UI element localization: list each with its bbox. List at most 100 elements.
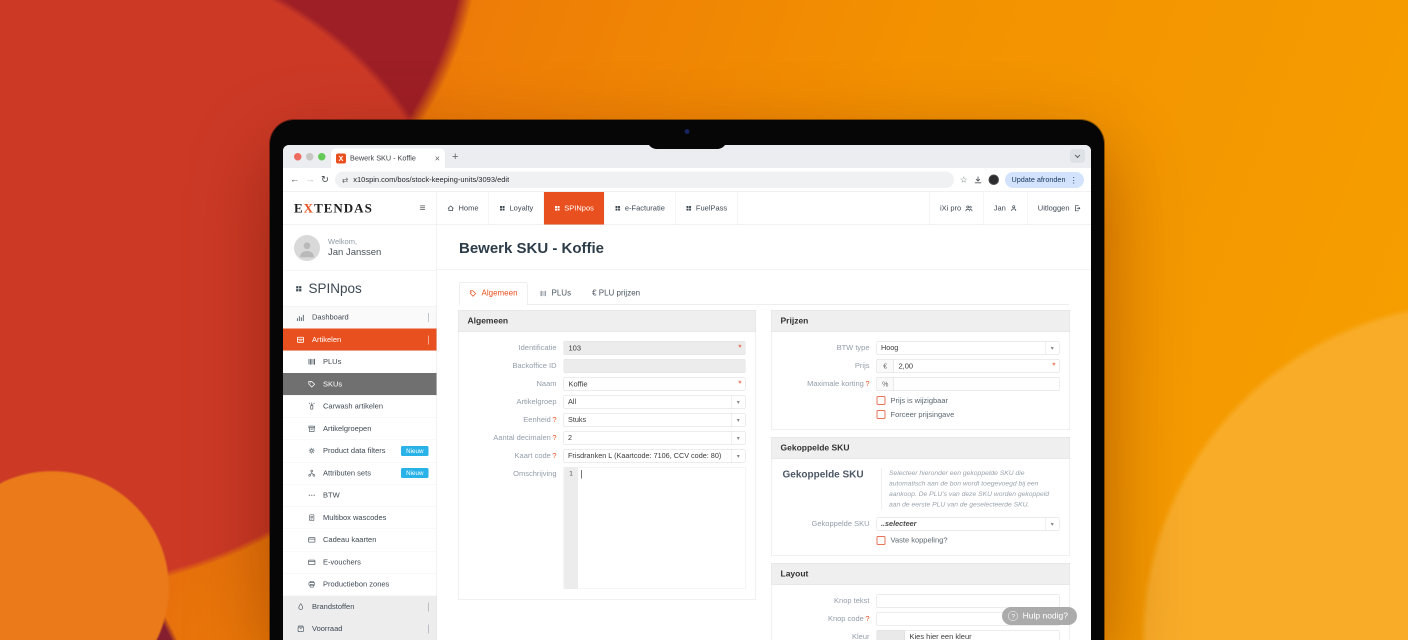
new-tab-button[interactable]: + bbox=[452, 150, 459, 163]
forceer-prijsingave-checkbox[interactable] bbox=[876, 410, 886, 419]
tab-close-icon[interactable]: × bbox=[434, 153, 440, 164]
zoom-window-button[interactable] bbox=[318, 152, 326, 161]
sidebar-item-plus[interactable]: PLUs bbox=[283, 350, 437, 373]
barcode-icon bbox=[308, 358, 315, 365]
sidebar-item-brandstoffen[interactable]: Brandstoffen bbox=[283, 595, 437, 618]
nav-home[interactable]: Home bbox=[437, 192, 490, 225]
field-label: Gekoppelde SKU bbox=[811, 519, 870, 528]
sidebar-item-cadeau-kaarten[interactable]: Cadeau kaarten bbox=[283, 528, 437, 551]
panel-title: Layout bbox=[771, 563, 1070, 585]
omschrijving-editor[interactable]: 1 bbox=[563, 467, 746, 589]
nav-logout[interactable]: Uitloggen bbox=[1027, 192, 1091, 225]
prijs-input[interactable] bbox=[893, 359, 1060, 373]
laptop-screen: X Bewerk SKU - Koffie × + ← → ↻ ⇄ x10spi… bbox=[283, 145, 1091, 640]
nav-user-jan[interactable]: Jan bbox=[983, 192, 1027, 225]
welcome-block: Welkom, Jan Janssen bbox=[283, 225, 437, 271]
minimize-window-button[interactable] bbox=[306, 152, 314, 161]
btw-type-select[interactable]: Hoog ▾ bbox=[876, 341, 1060, 355]
maximale-korting-input[interactable] bbox=[893, 377, 1060, 391]
select-caret-icon: ▾ bbox=[1045, 341, 1059, 355]
nav-spinpos[interactable]: SPINpos bbox=[543, 192, 605, 225]
kaartcode-select[interactable]: Frisdranken L (Kaartcode: 7106, CCV code… bbox=[563, 449, 746, 463]
gear-icon bbox=[308, 447, 315, 454]
user-name: Jan Janssen bbox=[328, 247, 382, 258]
nav-efacturatie[interactable]: e-Facturatie bbox=[604, 192, 676, 225]
favicon: X bbox=[336, 153, 346, 164]
tab-algemeen[interactable]: Algemeen bbox=[459, 282, 528, 305]
sidebar-item-btw[interactable]: BTW bbox=[283, 484, 437, 507]
naam-input[interactable] bbox=[563, 377, 746, 391]
form-row: Kleur bbox=[782, 629, 1060, 640]
nav-spacer bbox=[738, 192, 930, 225]
nav-label: SPINpos bbox=[564, 204, 594, 213]
knop-tekst-input[interactable] bbox=[876, 593, 1060, 608]
address-bar[interactable]: ⇄ x10spin.com/bos/stock-keeping-units/30… bbox=[334, 171, 954, 188]
help-marker: ? bbox=[552, 415, 557, 425]
vaste-koppeling-checkbox[interactable] bbox=[876, 535, 886, 545]
site-info-icon[interactable]: ⇄ bbox=[341, 175, 349, 185]
sidebar-item-carwash[interactable]: Carwash artikelen bbox=[283, 395, 437, 418]
extension-icon[interactable] bbox=[988, 174, 999, 185]
nav-label: FuelPass bbox=[695, 204, 728, 213]
nav-loyalty[interactable]: Loyalty bbox=[489, 192, 544, 225]
editor-content[interactable] bbox=[578, 467, 745, 589]
close-window-button[interactable] bbox=[294, 152, 302, 161]
sidebar-item-dashboard[interactable]: Dashboard bbox=[283, 306, 437, 329]
decimalen-select[interactable]: 2 ▾ bbox=[563, 431, 746, 445]
sidebar-item-multibox-wascodes[interactable]: Multibox wascodes bbox=[283, 506, 437, 529]
help-button[interactable]: ? Hulp nodig? bbox=[1002, 607, 1077, 625]
chevron-left-icon bbox=[428, 335, 429, 345]
nav-label: iXi pro bbox=[939, 204, 962, 213]
sidebar-item-artikelen[interactable]: Artikelen bbox=[283, 328, 437, 351]
sidebar-item-product-data-filters[interactable]: Product data filters Nieuw bbox=[283, 439, 437, 462]
sidebar-item-voorraad[interactable]: Voorraad bbox=[283, 617, 437, 640]
bookmark-star-icon[interactable]: ☆ bbox=[959, 174, 968, 185]
form-row: Maximale korting? % bbox=[782, 377, 1060, 391]
hamburger-icon[interactable]: ≡ bbox=[419, 202, 426, 214]
field-label: Maximale korting bbox=[807, 379, 864, 389]
sidebar-item-attributen-sets[interactable]: Attributen sets Nieuw bbox=[283, 461, 437, 484]
kleur-input[interactable] bbox=[904, 629, 1060, 640]
select-caret-icon: ▾ bbox=[731, 395, 745, 409]
sidebar-item-artikelgroepen[interactable]: Artikelgroepen bbox=[283, 417, 437, 440]
select-caret-icon: ▾ bbox=[1045, 517, 1059, 531]
users-icon bbox=[965, 205, 973, 212]
archive-icon bbox=[308, 425, 315, 432]
person-icon bbox=[300, 242, 314, 258]
back-icon[interactable]: ← bbox=[290, 174, 300, 185]
grid-icon bbox=[296, 285, 302, 292]
nav-fuelpass[interactable]: FuelPass bbox=[675, 192, 738, 225]
field-label: BTW type bbox=[836, 343, 870, 353]
eenheid-select[interactable]: Stuks ▾ bbox=[563, 413, 746, 427]
nav-label: Home bbox=[458, 204, 479, 213]
grid-icon bbox=[554, 206, 560, 211]
update-label: Update afronden bbox=[1011, 175, 1066, 184]
kebab-menu-icon[interactable]: ⋮ bbox=[1070, 175, 1078, 185]
printer-icon bbox=[308, 581, 315, 588]
tag-icon bbox=[308, 380, 315, 388]
percent-prefix: % bbox=[876, 377, 894, 391]
sidebar-item-skus[interactable]: SKUs bbox=[283, 372, 437, 395]
sidebar-item-evouchers[interactable]: E-vouchers bbox=[283, 550, 437, 573]
chevron-down-icon bbox=[428, 624, 429, 634]
color-swatch[interactable] bbox=[876, 629, 905, 640]
sidebar-item-productiebon-zones[interactable]: Productiebon zones bbox=[283, 573, 437, 596]
reload-icon[interactable]: ↻ bbox=[321, 174, 329, 186]
tab-plu-prijzen[interactable]: € PLU prijzen bbox=[592, 288, 641, 298]
prijs-wijzigbaar-checkbox[interactable] bbox=[876, 396, 886, 405]
droplet-icon bbox=[298, 603, 303, 610]
gekoppelde-sku-select[interactable]: ..selecteer ▾ bbox=[876, 516, 1060, 531]
tab-plus[interactable]: PLUs bbox=[530, 282, 581, 305]
download-icon[interactable] bbox=[973, 175, 982, 184]
browser-tab[interactable]: X Bewerk SKU - Koffie × bbox=[331, 148, 445, 168]
logout-icon bbox=[1075, 205, 1081, 212]
artikelgroep-select[interactable]: All ▾ bbox=[563, 395, 746, 409]
main-content: Bewerk SKU - Koffie Algemeen PLUs bbox=[437, 225, 1091, 640]
update-browser-button[interactable]: Update afronden ⋮ bbox=[1004, 171, 1084, 188]
nav-ixi-pro[interactable]: iXi pro bbox=[929, 192, 983, 225]
form-row: Backoffice ID bbox=[469, 359, 746, 373]
panel-gekoppelde-sku: Gekoppelde SKU Gekoppelde SKU Selecteer … bbox=[771, 437, 1070, 556]
tab-search-button[interactable] bbox=[1070, 149, 1085, 163]
logo-area: EXTENDAS ≡ bbox=[283, 192, 437, 225]
forward-icon[interactable]: → bbox=[305, 174, 316, 185]
